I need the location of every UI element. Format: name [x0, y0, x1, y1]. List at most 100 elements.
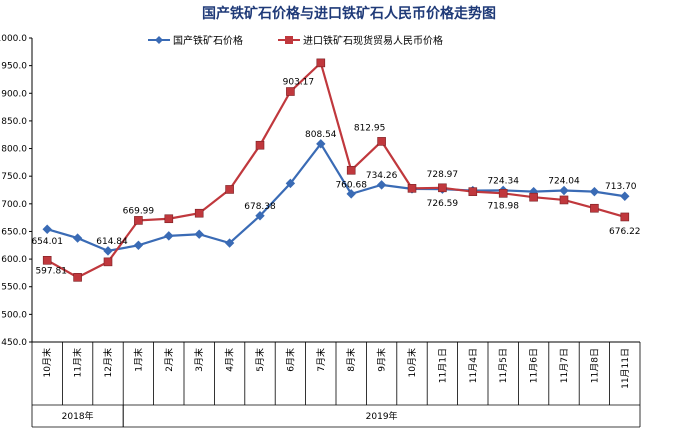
data-label: 614.84: [96, 237, 128, 247]
year-group-label: 2018年: [62, 410, 94, 422]
data-label: 718.98: [487, 201, 519, 211]
data-point-square: [468, 187, 478, 196]
data-point-square: [164, 214, 174, 224]
x-tick-label: 11月8日: [589, 348, 600, 383]
x-tick-label: 11月7日: [559, 348, 570, 383]
x-tick-label: 2月末: [163, 348, 175, 372]
data-point-diamond: [224, 238, 235, 248]
data-label: 728.97: [427, 170, 459, 180]
data-point-square: [529, 192, 538, 202]
data-point-diamond: [346, 189, 356, 199]
series-lines: [46, 60, 626, 279]
data-point-diamond: [133, 240, 144, 250]
legend-marker-diamond: [155, 36, 163, 44]
legend-label: 进口铁矿石现货贸易人民币价格: [303, 34, 443, 47]
y-tick-label: 650.0: [1, 227, 27, 237]
data-point-square: [194, 208, 204, 218]
data-point-square: [286, 87, 295, 96]
data-point-diamond: [103, 246, 113, 256]
data-point-diamond: [194, 229, 204, 239]
data-label: 734.26: [366, 171, 398, 181]
legend-label: 国产铁矿石价格: [173, 34, 243, 47]
series-markers: [42, 58, 630, 282]
data-point-square: [103, 257, 113, 267]
x-tick-label: 3月末: [193, 348, 205, 372]
x-tick-label: 11月11日: [620, 348, 631, 389]
x-tick-label: 6月末: [284, 348, 296, 372]
data-point-square: [316, 58, 326, 68]
data-label: 669.99: [123, 206, 155, 216]
x-tick-label: 4月末: [224, 348, 236, 372]
y-tick-label: 500.0: [1, 310, 27, 320]
data-point-square: [73, 273, 82, 282]
data-label: 713.70: [605, 182, 637, 192]
data-point-diamond: [620, 191, 630, 201]
data-point-diamond: [72, 233, 83, 243]
data-point-square: [42, 256, 52, 265]
data-point-square: [346, 165, 356, 175]
data-point-square: [498, 189, 508, 198]
x-tick-label: 11月1日: [437, 348, 448, 383]
y-tick-label: 800.0: [1, 145, 27, 155]
x-tick-label: 11月4日: [468, 348, 479, 383]
x-tick-label: 12月末: [102, 348, 114, 377]
data-point-diamond: [559, 185, 569, 196]
data-label: 724.34: [487, 176, 519, 186]
legend-marker-square: [285, 36, 293, 44]
x-tick-label: 9月末: [376, 348, 388, 372]
data-point-diamond: [164, 231, 174, 241]
data-label: 808.54: [305, 130, 337, 140]
data-point-square: [438, 183, 447, 193]
chart-title: 国产铁矿石价格与进口铁矿石人民币价格走势图: [202, 5, 496, 22]
y-tick-label: 600.0: [1, 255, 27, 265]
x-tick-label: 11月末: [72, 348, 84, 377]
y-axis: 450.0 500.0 550.0 600.0 650.0 700.0 750.0 800.0…: [0, 34, 33, 348]
data-point-diamond: [42, 224, 52, 234]
data-label: 724.04: [548, 177, 580, 187]
data-label: 678.38: [244, 202, 276, 212]
legend: 国产铁矿石价格 进口铁矿石现货贸易人民币价格: [148, 34, 443, 47]
data-label: 760.68: [335, 180, 367, 190]
series-line-1: [46, 60, 626, 279]
x-tick-label: 11月6日: [529, 348, 540, 383]
x-tick-label: 8月末: [345, 348, 357, 372]
data-point-square: [377, 137, 386, 146]
data-labels: 654.01 614.84 678.38 808.54 734.26 726.59 724.…: [31, 78, 640, 277]
x-tick-label: 1月末: [132, 348, 144, 372]
x-tick-label: 10月末: [406, 348, 418, 377]
data-point-diamond: [376, 180, 387, 190]
data-label: 903.17: [283, 78, 315, 88]
data-point-diamond: [589, 186, 600, 197]
data-point-square: [255, 140, 265, 150]
y-tick-label: 450.0: [1, 338, 27, 348]
x-tick-label: 11月5日: [498, 348, 509, 383]
data-point-square: [590, 203, 599, 213]
x-tick-label: 7月末: [315, 348, 327, 372]
data-point-square: [620, 212, 630, 222]
y-tick-label: 900.0: [1, 89, 27, 99]
data-label: 676.22: [609, 227, 641, 237]
data-point-diamond: [255, 211, 265, 221]
y-tick-label: 1000.0: [0, 34, 27, 44]
y-tick-label: 950.0: [1, 62, 27, 72]
data-label: 597.81: [35, 266, 67, 276]
data-label: 654.01: [31, 237, 63, 247]
x-tick-label: 5月末: [254, 348, 266, 372]
y-tick-label: 750.0: [1, 172, 27, 182]
x-axis: 10月末 11月末 12月末 1月末 2月末 3月末 4月末 5月末 6月末 7月末 8月末 9月末 1…: [31, 341, 641, 428]
data-point-diamond: [316, 139, 326, 149]
y-tick-label: 850.0: [1, 117, 27, 127]
y-tick-label: 700.0: [1, 200, 27, 210]
x-tick-label: 10月末: [41, 348, 53, 377]
data-label: 812.95: [354, 123, 386, 133]
data-label: 726.59: [427, 199, 459, 209]
data-point-square: [225, 185, 234, 194]
data-point-square: [134, 216, 143, 225]
data-point-square: [407, 184, 417, 193]
series-line-0: [46, 141, 625, 253]
y-tick-label: 550.0: [1, 283, 27, 293]
data-point-diamond: [285, 178, 296, 189]
data-point-square: [559, 195, 569, 205]
year-group-label: 2019年: [366, 410, 398, 422]
